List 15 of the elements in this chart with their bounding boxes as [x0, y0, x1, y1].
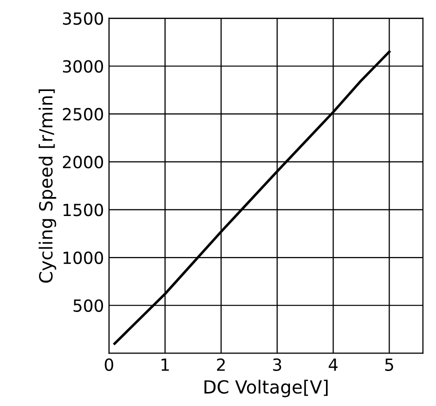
x-tick-label: 0 [104, 358, 114, 371]
y-tick-label: 3500 [62, 12, 104, 25]
y-tick-label: 3000 [62, 60, 104, 73]
y-tick-label: 1000 [64, 251, 104, 264]
x-tick-label: 5 [385, 358, 394, 371]
x-tick-label: 4 [328, 358, 338, 371]
y-tick-label: 2000 [62, 156, 104, 168]
x-tick-label: 3 [273, 358, 282, 371]
y-tick-label: 2500 [62, 108, 104, 121]
y-axis-title: Cycling Speed [r/min] [38, 89, 56, 283]
x-tick-label: 1 [162, 358, 169, 371]
y-tick-label: 1500 [64, 204, 104, 216]
x-axis-title: DC Voltage[V] [204, 380, 328, 398]
y-tick-label: 500 [74, 299, 104, 312]
x-tick-label: 2 [217, 358, 225, 371]
